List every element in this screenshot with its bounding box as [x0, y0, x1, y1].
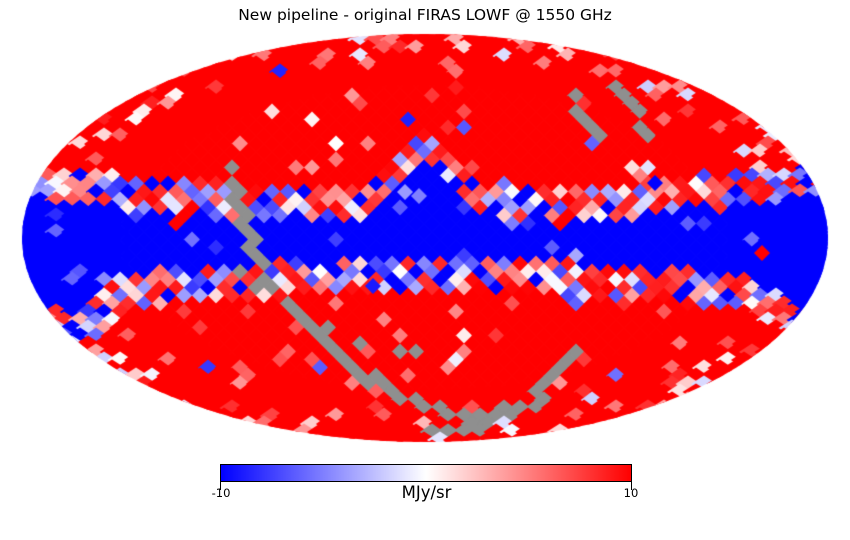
colorbar-tick-max	[631, 482, 632, 490]
colorbar	[220, 464, 632, 482]
colorbar-gradient	[221, 465, 631, 481]
sky-map-canvas	[0, 0, 850, 460]
colorbar-tick-label-min: -10	[211, 486, 231, 500]
figure-title: New pipeline - original FIRAS LOWF @ 155…	[238, 6, 612, 24]
colorbar-tick-min	[220, 482, 221, 490]
colorbar-tick-label-max: 10	[623, 486, 639, 500]
colorbar-units-label: MJy/sr	[401, 483, 452, 502]
